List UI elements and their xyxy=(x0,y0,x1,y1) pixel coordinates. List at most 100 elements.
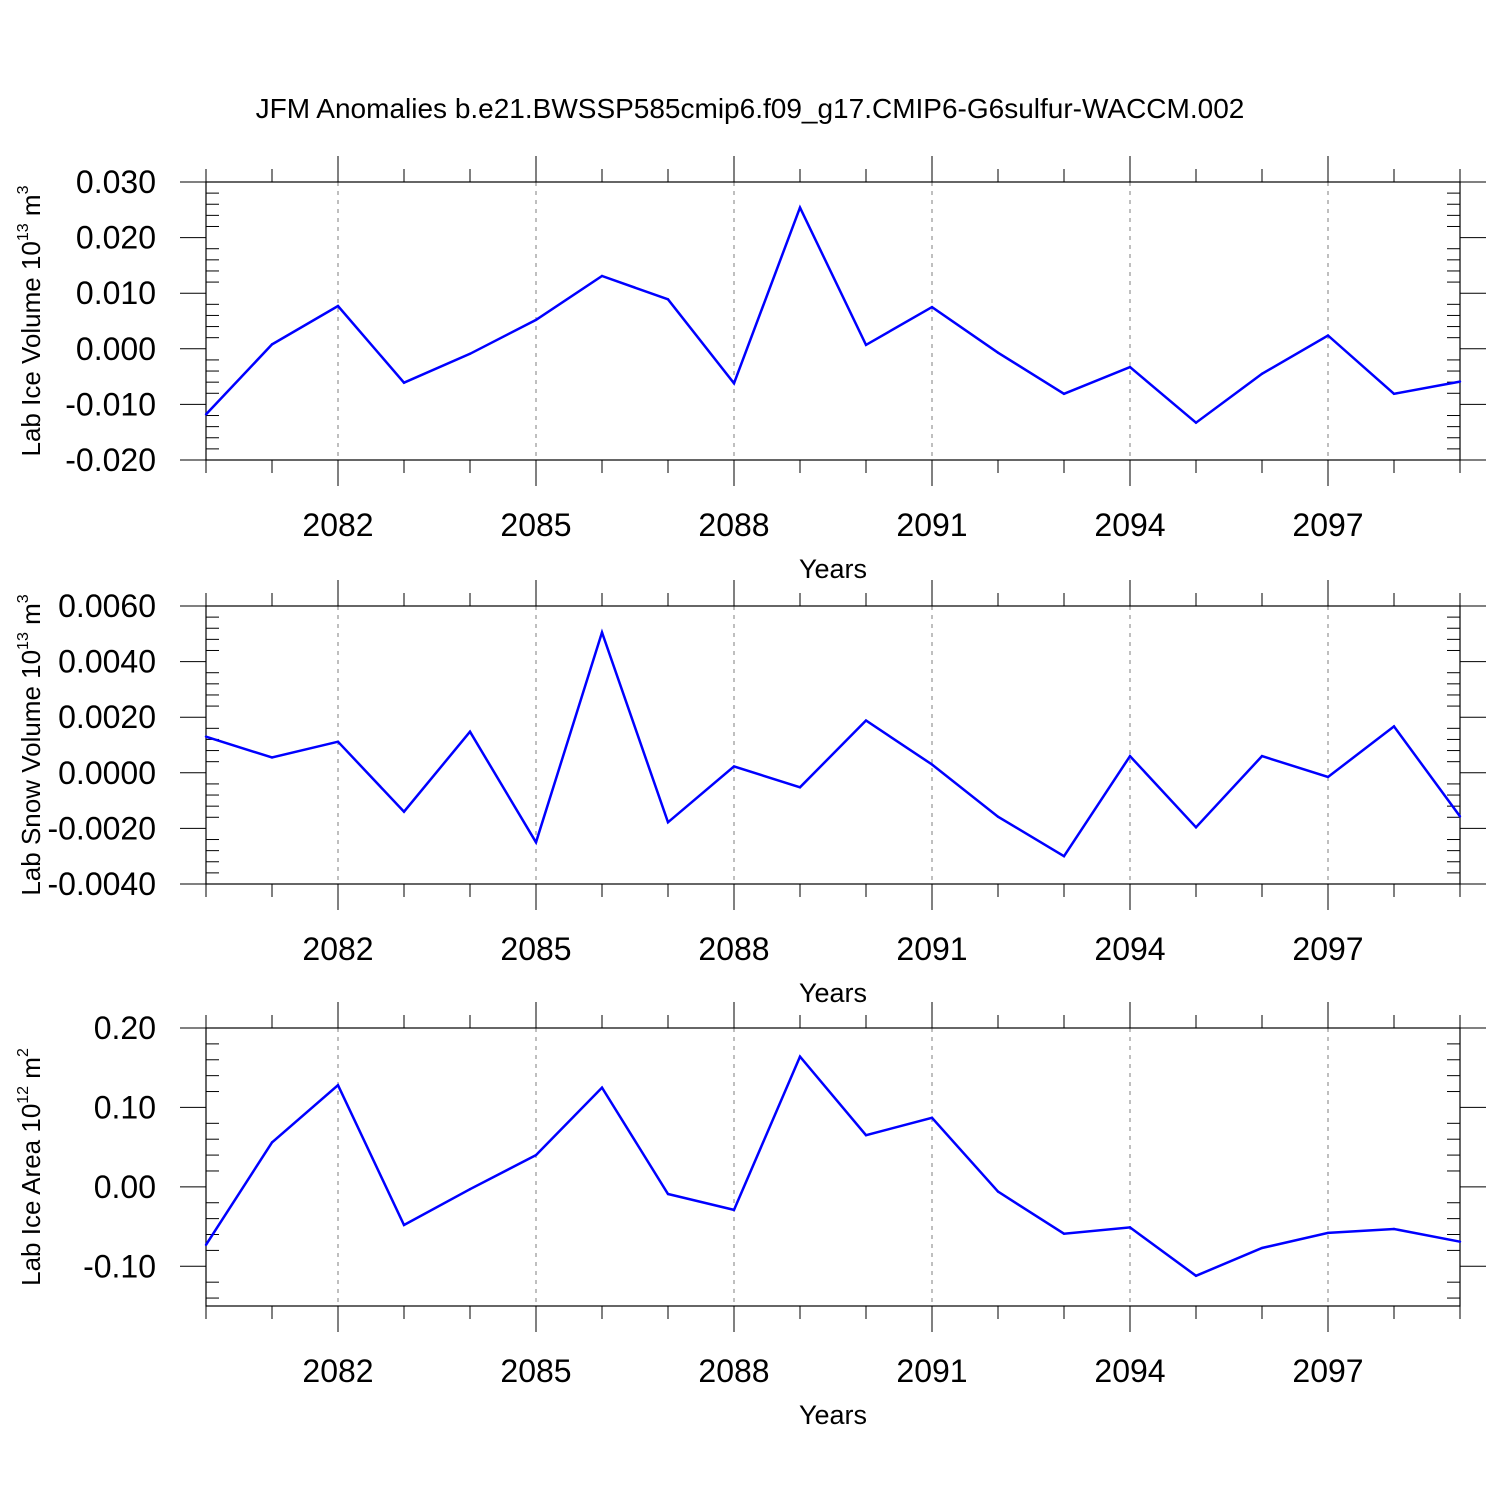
data-point xyxy=(1326,334,1330,337)
data-point xyxy=(798,206,802,209)
y-axis-label: Lab Snow Volume 1013 m3 xyxy=(15,594,46,895)
y-axis-label-exponent: 3 xyxy=(15,594,32,603)
y-tick-label: 0.0000 xyxy=(58,755,156,791)
data-point xyxy=(336,1083,340,1087)
y-axis-label-exponent: 12 xyxy=(15,1086,32,1104)
y-axis-label-exponent: 13 xyxy=(15,632,32,650)
y-axis-label-exponent: 13 xyxy=(15,223,32,241)
y-axis-label-part: m xyxy=(16,603,46,632)
data-point xyxy=(600,274,604,278)
plot-frame xyxy=(205,1027,1461,1307)
data-point xyxy=(930,763,934,766)
plot-frame xyxy=(205,181,1461,461)
data-point xyxy=(996,1190,1000,1193)
x-tick-label: 2094 xyxy=(1094,1353,1165,1389)
data-point xyxy=(468,1188,472,1191)
data-point xyxy=(204,735,208,738)
chart-panel-3: 2082 2085 2088 2091 2094 2097 -0.10 0.00 0.10 0.2… xyxy=(15,1002,1486,1430)
y-tick-label: 0.020 xyxy=(76,220,156,256)
y-tick-label: -0.10 xyxy=(83,1248,156,1284)
y-tick-label: 0.10 xyxy=(94,1089,156,1125)
data-point xyxy=(1128,1226,1132,1229)
y-axis-label: Lab Ice Area 1012 m2 xyxy=(15,1048,46,1286)
data-point xyxy=(864,1134,868,1137)
y-axis-label-exponent: 3 xyxy=(15,185,32,194)
data-point xyxy=(534,841,538,844)
data-point xyxy=(534,1153,538,1157)
y-tick-label: -0.0020 xyxy=(47,810,156,846)
y-axis-label-part: m xyxy=(16,1057,46,1086)
x-tick-label: 2091 xyxy=(896,1353,967,1389)
chart-panel-2: 2082 2085 2088 2091 2094 2097 -0.0040 -0.0020 0.… xyxy=(15,580,1486,1008)
x-axis-label: Years xyxy=(799,978,867,1008)
data-point xyxy=(666,1192,670,1196)
x-tick-label: 2082 xyxy=(302,1353,373,1389)
data-point xyxy=(1062,392,1066,396)
data-point xyxy=(600,631,604,634)
data-point xyxy=(336,304,340,308)
y-tick-label: 0.0060 xyxy=(58,588,156,624)
data-point xyxy=(1194,1274,1198,1278)
data-point xyxy=(996,815,1000,818)
data-point xyxy=(798,786,802,789)
y-axis-label: Lab Ice Volume 1013 m3 xyxy=(15,185,46,456)
y-axis-label-part: Lab Snow Volume 10 xyxy=(16,650,46,896)
data-point xyxy=(1062,855,1066,858)
x-tick-label: 2088 xyxy=(698,1353,769,1389)
x-tick-label: 2082 xyxy=(302,507,373,543)
x-tick-label: 2085 xyxy=(500,1353,571,1389)
data-point xyxy=(1392,392,1396,396)
data-point xyxy=(732,765,736,768)
y-tick-label: 0.00 xyxy=(94,1169,156,1205)
y-axis-label-exponent: 2 xyxy=(15,1048,32,1057)
chart-panel-1: 2082 2085 2088 2091 2094 2097 -0.020 -0.010 0.00… xyxy=(15,156,1486,584)
x-tick-label: 2097 xyxy=(1292,931,1363,967)
data-point xyxy=(336,740,340,743)
data-point xyxy=(204,413,208,416)
data-point xyxy=(666,298,670,301)
y-tick-label: 0.030 xyxy=(76,164,156,200)
series-line xyxy=(205,204,1461,425)
data-point xyxy=(1458,815,1462,818)
plot-frame xyxy=(205,605,1461,885)
data-point xyxy=(1194,826,1198,829)
x-tick-label: 2091 xyxy=(896,507,967,543)
data-point xyxy=(1392,725,1396,728)
x-tick-label: 2094 xyxy=(1094,507,1165,543)
x-axis-label: Years xyxy=(799,1400,867,1430)
data-point xyxy=(468,730,472,733)
data-point xyxy=(1326,775,1330,779)
y-tick-label: -0.0040 xyxy=(47,866,156,902)
chart-title: JFM Anomalies b.e21.BWSSP585cmip6.f09_g1… xyxy=(256,93,1245,124)
y-tick-label: 0.20 xyxy=(94,1010,156,1046)
data-point xyxy=(1128,365,1132,369)
data-point xyxy=(996,351,1000,354)
data-point xyxy=(270,756,274,759)
data-point xyxy=(1260,1246,1264,1250)
data-point xyxy=(1128,754,1132,758)
x-tick-label: 2097 xyxy=(1292,507,1363,543)
data-point xyxy=(864,343,868,347)
data-point xyxy=(1194,421,1198,424)
data-point xyxy=(666,821,670,824)
data-point xyxy=(1392,1227,1396,1231)
data-point xyxy=(1326,1231,1330,1235)
x-tick-label: 2088 xyxy=(698,931,769,967)
data-point xyxy=(270,1141,274,1144)
data-point xyxy=(468,352,472,356)
y-tick-label: 0.000 xyxy=(76,331,156,367)
data-point xyxy=(1260,754,1264,758)
data-point xyxy=(402,1223,406,1227)
data-point xyxy=(270,343,274,346)
x-tick-label: 2091 xyxy=(896,931,967,967)
data-point xyxy=(1458,1240,1462,1243)
data-point xyxy=(534,318,538,322)
data-point xyxy=(732,1208,736,1212)
x-tick-label: 2094 xyxy=(1094,931,1165,967)
data-point xyxy=(1458,380,1462,383)
x-axis-label: Years xyxy=(799,554,867,584)
y-tick-label: -0.020 xyxy=(65,442,156,478)
y-tick-label: 0.010 xyxy=(76,275,156,311)
data-point xyxy=(402,381,406,384)
y-tick-label: 0.0020 xyxy=(58,699,156,735)
